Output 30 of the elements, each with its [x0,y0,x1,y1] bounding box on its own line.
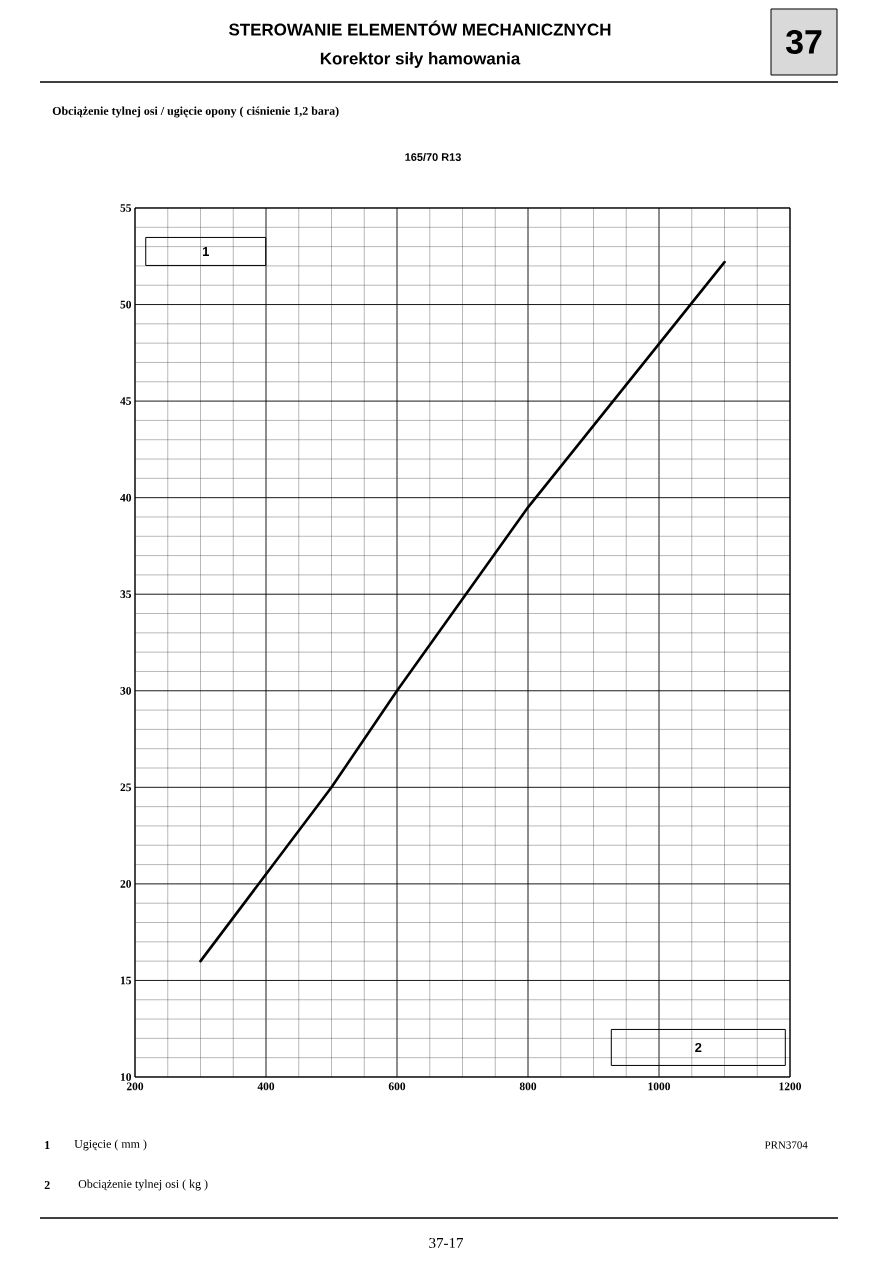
y-axis-title: 1 [202,246,209,256]
x-tick-label: 400 [257,1082,275,1091]
y-tick-label: 50 [120,300,132,309]
y-tick-label: 30 [120,686,132,695]
x-axis-title: 2 [695,1042,702,1052]
text: 1 [45,1141,50,1149]
y-tick-label: 45 [120,397,132,405]
text: Obciążenie tylnej osi / ugięcie opony ( ciśnienie 1,2 bara) [52,106,339,118]
text: Ugięcie ( mm ) [74,1139,147,1151]
y-tick-label: 25 [120,783,132,792]
y-tick-label: 20 [120,880,132,888]
chart-subtitle: Korektor siły hamowania [320,52,521,68]
text: 37 [785,29,822,54]
y-tick-label: 55 [120,204,132,212]
text: 165/70 R13 [405,152,461,162]
y-tick-label: 10 [120,1073,132,1081]
x-tick-label: 200 [126,1082,144,1091]
text: PRN3704 [764,1141,808,1149]
x-tick-label: 600 [388,1082,406,1091]
text: 2 [44,1181,50,1189]
x-tick-label: 1000 [648,1082,671,1091]
line-series [199,260,726,963]
y-tick-label: 40 [120,493,132,502]
x-tick-label: 1200 [779,1082,802,1091]
chart-title: STEROWANIE ELEMENTÓW MECHANICZNYCH [229,20,611,36]
x-tick-label: 800 [519,1082,537,1091]
text: Obciążenie tylnej osi ( kg ) [78,1179,208,1191]
y-tick-label: 15 [120,976,132,985]
text: 37-17 [429,1237,463,1249]
y-tick-label: 35 [120,590,132,599]
